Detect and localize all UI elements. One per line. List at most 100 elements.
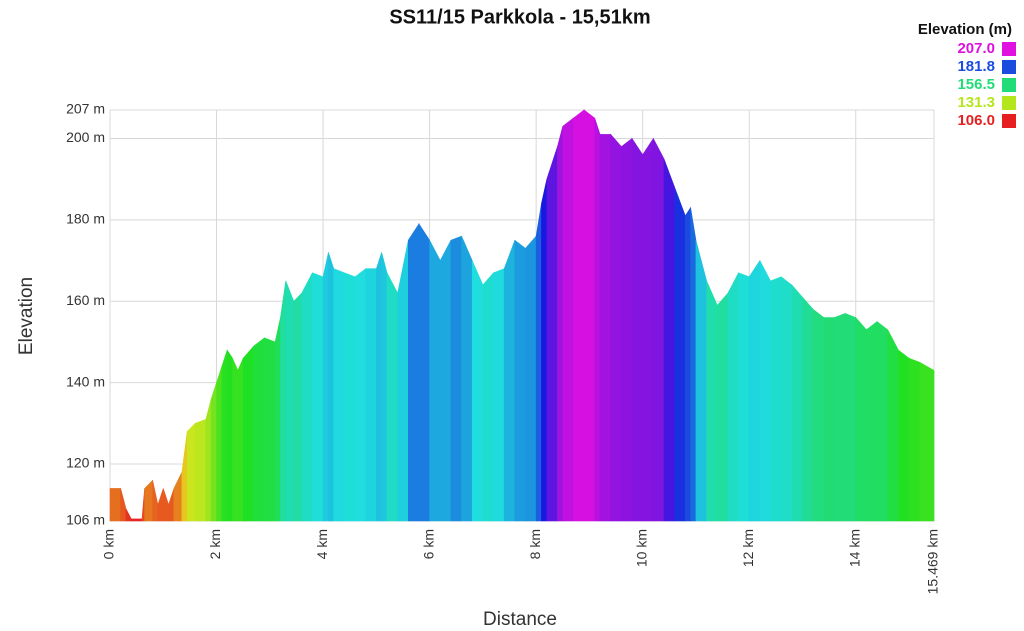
- elevation-strip: [748, 259, 761, 522]
- elevation-strip: [770, 276, 782, 522]
- elevation-strip: [144, 479, 153, 522]
- x-tick-label: 15.469 km: [925, 529, 941, 594]
- elevation-strip: [365, 268, 377, 522]
- elevation-strip: [834, 313, 846, 522]
- elevation-strip: [131, 518, 143, 522]
- elevation-strip: [280, 280, 287, 522]
- elevation-strip: [173, 472, 183, 522]
- elevation-strip: [381, 252, 388, 522]
- elevation-strip: [439, 240, 452, 522]
- elevation-strip: [866, 320, 878, 522]
- elevation-strip: [242, 345, 255, 522]
- legend-label: 156.5: [957, 76, 995, 93]
- elevation-strip: [706, 280, 718, 522]
- x-tick-label: 6 km: [420, 529, 436, 559]
- elevation-strip: [194, 418, 207, 522]
- elevation-strip: [812, 308, 825, 522]
- elevation-strip: [322, 252, 329, 522]
- elevation-strip: [791, 284, 803, 522]
- legend-label: 131.3: [957, 94, 995, 111]
- elevation-strip: [429, 240, 441, 522]
- elevation-strip: [562, 117, 574, 522]
- elevation-strip: [157, 488, 164, 522]
- elevation-strip: [226, 349, 233, 522]
- legend-swatch: [1002, 96, 1016, 110]
- elevation-strip: [674, 187, 686, 522]
- elevation-strip: [610, 133, 622, 522]
- elevation-strip: [232, 358, 239, 522]
- legend-swatch: [1002, 78, 1016, 92]
- elevation-strip: [344, 272, 356, 522]
- elevation-strip: [141, 488, 145, 522]
- elevation-strip: [684, 206, 691, 522]
- elevation-strip: [461, 236, 473, 522]
- elevation-strip: [264, 337, 276, 522]
- elevation-strip: [802, 296, 814, 522]
- elevation-strip: [663, 158, 675, 522]
- elevation-strip: [293, 292, 303, 522]
- elevation-strip: [631, 137, 643, 522]
- elevation-strip: [109, 488, 121, 522]
- elevation-strip: [237, 358, 244, 522]
- x-tick-label: 2 km: [207, 529, 223, 559]
- elevation-strip: [210, 382, 217, 522]
- elevation-strip: [274, 317, 281, 522]
- y-tick-label: 200 m: [66, 129, 105, 145]
- elevation-strip: [181, 431, 188, 522]
- elevation-strip: [503, 240, 516, 522]
- elevation-strip: [418, 222, 430, 522]
- elevation-strip: [216, 366, 223, 522]
- legend-swatch: [1002, 114, 1016, 128]
- x-tick-label: 10 km: [633, 529, 649, 567]
- elevation-strip: [727, 272, 739, 522]
- elevation-strip: [525, 235, 537, 522]
- elevation-strip: [855, 316, 867, 522]
- y-tick-label: 180 m: [66, 211, 105, 227]
- elevation-strip: [690, 207, 697, 522]
- x-tick-label: 14 km: [846, 529, 862, 567]
- elevation-strip: [887, 329, 899, 522]
- elevation-strip: [695, 240, 707, 522]
- elevation-strip: [653, 138, 665, 522]
- elevation-strip: [621, 137, 633, 522]
- elevation-strip: [583, 109, 596, 522]
- y-tick-label: 140 m: [66, 373, 105, 389]
- colorbar-title: Elevation (m): [918, 21, 1012, 38]
- elevation-strip: [716, 292, 729, 522]
- elevation-strip: [876, 320, 889, 522]
- elevation-strip: [162, 488, 169, 522]
- elevation-strip: [908, 357, 920, 522]
- legend-label: 106.0: [957, 112, 995, 129]
- elevation-strip: [407, 222, 420, 522]
- y-axis-label: Elevation: [16, 277, 37, 355]
- x-tick-label: 0 km: [101, 529, 117, 559]
- elevation-strip: [541, 179, 548, 522]
- elevation-strip: [253, 337, 265, 522]
- elevation-strip: [386, 272, 398, 522]
- elevation-strip: [312, 272, 324, 522]
- legend-swatch: [1002, 42, 1016, 56]
- elevation-strip: [759, 260, 771, 522]
- elevation-strip: [450, 235, 462, 522]
- elevation-strip: [823, 317, 835, 522]
- x-axis-label: Distance: [483, 609, 557, 630]
- y-tick-label: 207 m: [66, 101, 105, 117]
- elevation-strip: [844, 313, 857, 522]
- x-tick-label: 8 km: [527, 529, 543, 559]
- elevation-strip: [557, 126, 564, 522]
- elevation-strip: [471, 260, 484, 522]
- elevation-strip: [328, 252, 335, 522]
- elevation-strip: [397, 240, 409, 522]
- elevation-strip: [120, 488, 127, 522]
- elevation-strip: [354, 268, 366, 522]
- elevation-strip: [493, 268, 505, 522]
- elevation-strip: [186, 422, 196, 522]
- elevation-strip: [333, 268, 345, 522]
- elevation-strip: [205, 398, 212, 522]
- elevation-strip: [482, 271, 494, 522]
- elevation-strip: [152, 480, 159, 522]
- x-tick-label: 4 km: [314, 529, 330, 559]
- elevation-strip: [125, 508, 132, 522]
- elevation-strip: [168, 488, 175, 522]
